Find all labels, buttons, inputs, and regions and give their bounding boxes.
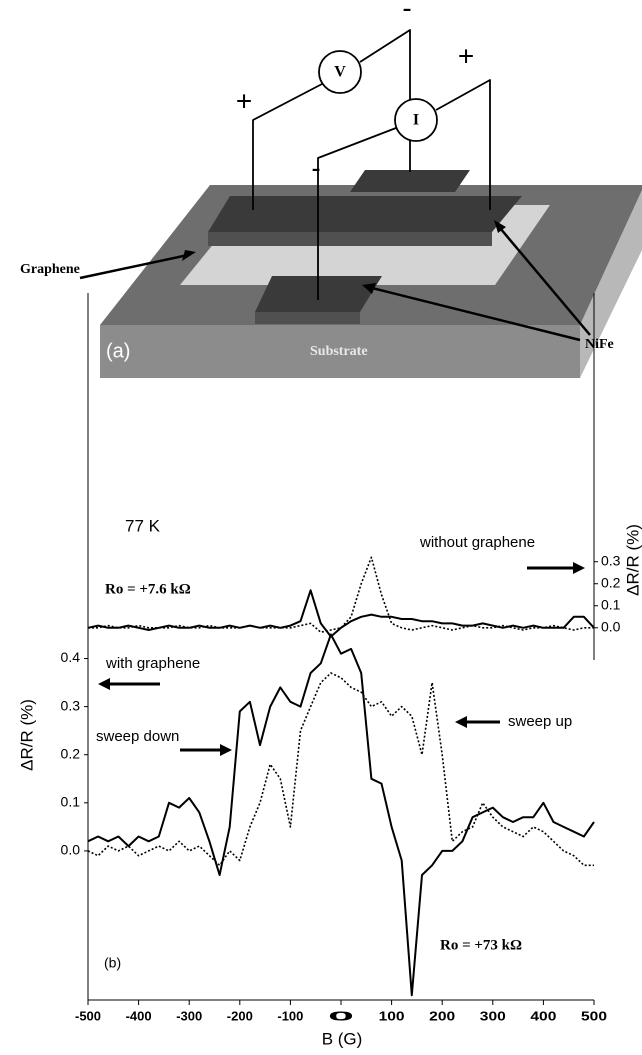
x-tick-label: 100	[379, 1008, 405, 1023]
electrode	[350, 170, 470, 192]
y2-axis-title: ΔR/R (%)	[623, 524, 642, 596]
annotation: without graphene	[419, 534, 535, 551]
arrowhead	[573, 562, 585, 574]
annotation-arrows	[110, 566, 575, 752]
arrowhead	[494, 220, 506, 233]
annotation: 77 K	[125, 516, 161, 535]
sign: -	[402, 0, 411, 23]
electrode-edge	[255, 312, 360, 324]
annotation: with graphene	[105, 655, 200, 672]
sign: +	[236, 85, 252, 116]
y-tick-label: 0.3	[61, 697, 81, 713]
arrow	[79, 253, 189, 280]
substrate-front	[100, 325, 580, 378]
annotation: Ro = +73 kΩ	[440, 937, 522, 953]
y2-tick-label: 0.0	[601, 618, 621, 634]
annotation: Ro = +7.6 kΩ	[105, 581, 191, 597]
arrowhead	[220, 744, 232, 756]
nife-label: NiFe	[585, 337, 614, 352]
x-tick-label: -400	[126, 1008, 152, 1023]
x-tick-label: 200	[429, 1008, 455, 1023]
panel-label: (b)	[104, 955, 121, 971]
y-tick-label: 0.4	[61, 649, 81, 665]
x-axis-title: B (G)	[322, 1029, 363, 1048]
arrowhead	[455, 716, 467, 728]
y2-tick-label: 0.1	[601, 596, 621, 612]
pointer-arrows	[79, 227, 591, 342]
graphene-label: Graphene	[20, 262, 80, 277]
arrow	[371, 286, 581, 342]
wire	[317, 127, 397, 300]
device-diagram: V I + - + - Graphene Substrate NiFe (a)	[20, 0, 642, 378]
ammeter-label: I	[413, 112, 419, 129]
x-tick-label: 400	[530, 1008, 556, 1023]
x-tick-label: 0	[328, 1008, 354, 1023]
annotation: sweep up	[508, 713, 572, 730]
wire	[252, 83, 323, 210]
arrowhead	[98, 678, 110, 690]
sign: +	[458, 40, 474, 71]
sign: -	[311, 152, 320, 183]
electrode-edge	[208, 232, 492, 246]
voltmeter-label: V	[334, 64, 346, 81]
panel-label: (a)	[106, 340, 130, 362]
data-line	[88, 556, 594, 633]
x-tick-label: -100	[277, 1008, 303, 1023]
data-line	[87, 672, 594, 867]
y-tick-label: 0.1	[61, 794, 81, 810]
arrow	[499, 227, 591, 336]
wire	[435, 79, 491, 210]
substrate-side	[580, 190, 642, 378]
annotation: sweep down	[96, 728, 179, 745]
y2-tick-label: 0.3	[601, 552, 621, 568]
electrode	[208, 196, 522, 232]
data-line	[87, 633, 595, 997]
y-tick-label: 0.0	[61, 842, 81, 858]
arrowhead	[182, 250, 196, 261]
y-tick-label: 0.2	[61, 745, 81, 761]
x-tick-label: 300	[480, 1008, 506, 1023]
arrowhead	[362, 283, 376, 294]
wire	[359, 29, 411, 172]
ammeter	[394, 98, 438, 142]
x-tick-label: 500	[581, 1008, 607, 1023]
x-tick-label: -300	[176, 1008, 202, 1023]
substrate-label: Substrate	[310, 344, 368, 359]
y-axis-title: ΔR/R (%)	[17, 699, 36, 771]
voltmeter	[318, 50, 362, 94]
wires	[252, 29, 491, 300]
y2-tick-label: 0.2	[601, 574, 621, 590]
x-tick-label: -500	[75, 1008, 101, 1023]
x-tick-label: -200	[227, 1008, 253, 1023]
